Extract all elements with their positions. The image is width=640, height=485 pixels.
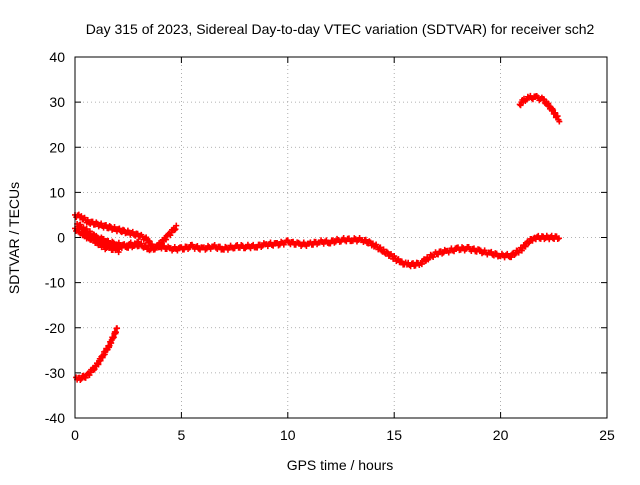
data-point	[118, 244, 125, 251]
y-tick-label: -30	[45, 365, 65, 381]
data-point	[136, 241, 143, 248]
data-point	[517, 102, 524, 109]
data-point	[153, 244, 160, 251]
data-point	[80, 224, 87, 231]
data-points	[72, 92, 563, 383]
x-tick-label: 10	[280, 427, 296, 443]
x-tick-label: 25	[599, 427, 615, 443]
data-point	[525, 240, 532, 247]
data-point	[362, 236, 369, 243]
data-point	[100, 236, 107, 243]
data-point	[171, 227, 178, 234]
data-point	[86, 233, 93, 240]
series-early-lower-segment	[80, 229, 143, 253]
chart-title: Day 315 of 2023, Sidereal Day-to-day VTE…	[86, 21, 595, 37]
data-point	[83, 230, 90, 237]
x-tick-label: 20	[493, 427, 509, 443]
y-tick-label: 30	[49, 94, 65, 110]
data-point	[114, 325, 121, 332]
y-tick-label: -20	[45, 320, 65, 336]
series-main-track	[72, 225, 562, 270]
data-point	[172, 226, 179, 233]
data-point	[90, 367, 97, 374]
data-point	[173, 222, 180, 229]
data-point	[82, 374, 89, 381]
data-point	[77, 221, 84, 228]
x-tick-label: 5	[178, 427, 186, 443]
data-point	[134, 230, 141, 237]
y-tick-label: 40	[49, 49, 65, 65]
data-point	[366, 238, 373, 245]
y-tick-label: 10	[49, 184, 65, 200]
y-axis-label: SDTVAR / TECUs	[6, 182, 22, 294]
data-point	[86, 228, 93, 235]
data-point	[78, 213, 85, 220]
x-axis-label: GPS time / hours	[287, 457, 394, 473]
x-tick-label: 15	[386, 427, 402, 443]
data-point	[103, 222, 110, 229]
data-point	[384, 249, 391, 256]
data-point	[142, 243, 149, 250]
data-point	[380, 246, 387, 253]
series-early-short-arc	[152, 222, 180, 251]
data-point	[377, 244, 384, 251]
data-point	[555, 235, 562, 242]
data-point	[383, 248, 390, 255]
x-tick-label: 0	[71, 427, 79, 443]
data-point	[163, 236, 170, 243]
y-tick-label: -40	[45, 410, 65, 426]
data-point	[93, 237, 100, 244]
data-point	[556, 118, 563, 125]
data-point	[554, 113, 561, 120]
data-point	[545, 100, 552, 107]
y-tick-label: 20	[49, 139, 65, 155]
series-lower-satellite-track	[73, 325, 121, 383]
data-point	[398, 258, 405, 265]
data-point	[522, 243, 529, 250]
y-tick-label: -10	[45, 275, 65, 291]
data-point	[418, 261, 425, 268]
series-upper-satellite-track	[516, 92, 563, 125]
data-point	[508, 254, 515, 261]
y-tick-label: 0	[57, 230, 65, 246]
data-point	[77, 376, 84, 383]
axis-ticks: 0 5 10 15 20 25 -40 -30 -20 -10 0 10 20 30 40	[45, 49, 615, 443]
data-point	[511, 251, 518, 258]
data-point	[526, 239, 533, 246]
